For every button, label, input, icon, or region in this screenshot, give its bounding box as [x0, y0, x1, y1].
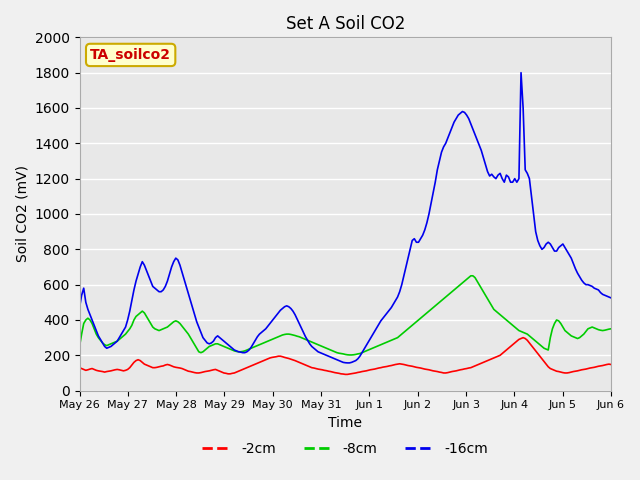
Y-axis label: Soil CO2 (mV): Soil CO2 (mV): [15, 166, 29, 263]
X-axis label: Time: Time: [328, 416, 362, 430]
Text: TA_soilco2: TA_soilco2: [90, 48, 171, 62]
Legend: -2cm, -8cm, -16cm: -2cm, -8cm, -16cm: [197, 436, 493, 461]
Title: Set A Soil CO2: Set A Soil CO2: [285, 15, 405, 33]
